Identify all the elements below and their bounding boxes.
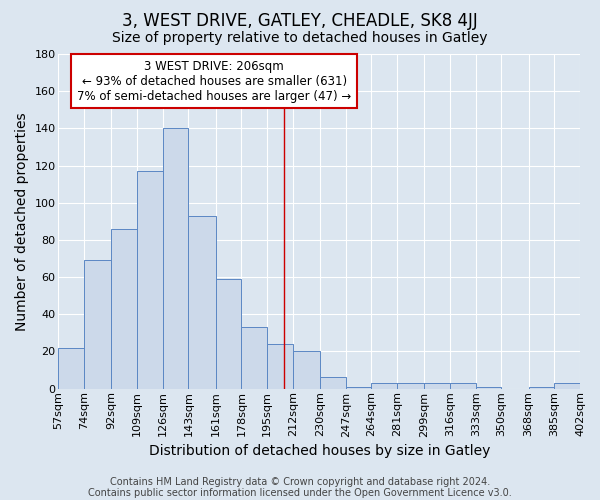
Bar	[580, 383, 600, 388]
Bar	[58, 348, 84, 389]
Y-axis label: Number of detached properties: Number of detached properties	[15, 112, 29, 330]
X-axis label: Distribution of detached houses by size in Gatley: Distribution of detached houses by size …	[149, 444, 490, 458]
Bar	[346, 387, 371, 388]
Bar	[293, 352, 320, 389]
Text: 3, WEST DRIVE, GATLEY, CHEADLE, SK8 4JJ: 3, WEST DRIVE, GATLEY, CHEADLE, SK8 4JJ	[122, 12, 478, 30]
Bar	[267, 344, 293, 389]
Bar	[450, 383, 476, 388]
Bar	[215, 279, 241, 388]
Bar	[163, 128, 188, 388]
Bar	[529, 387, 554, 388]
Bar	[112, 229, 137, 388]
Text: 3 WEST DRIVE: 206sqm
← 93% of detached houses are smaller (631)
7% of semi-detac: 3 WEST DRIVE: 206sqm ← 93% of detached h…	[77, 60, 351, 102]
Bar	[476, 387, 502, 388]
Bar	[371, 383, 397, 388]
Bar	[188, 216, 215, 388]
Text: Contains public sector information licensed under the Open Government Licence v3: Contains public sector information licen…	[88, 488, 512, 498]
Bar	[424, 383, 450, 388]
Text: Contains HM Land Registry data © Crown copyright and database right 2024.: Contains HM Land Registry data © Crown c…	[110, 477, 490, 487]
Bar	[137, 171, 163, 388]
Bar	[241, 328, 267, 388]
Text: Size of property relative to detached houses in Gatley: Size of property relative to detached ho…	[112, 31, 488, 45]
Bar	[554, 383, 580, 388]
Bar	[397, 383, 424, 388]
Bar	[84, 260, 112, 388]
Bar	[320, 378, 346, 388]
